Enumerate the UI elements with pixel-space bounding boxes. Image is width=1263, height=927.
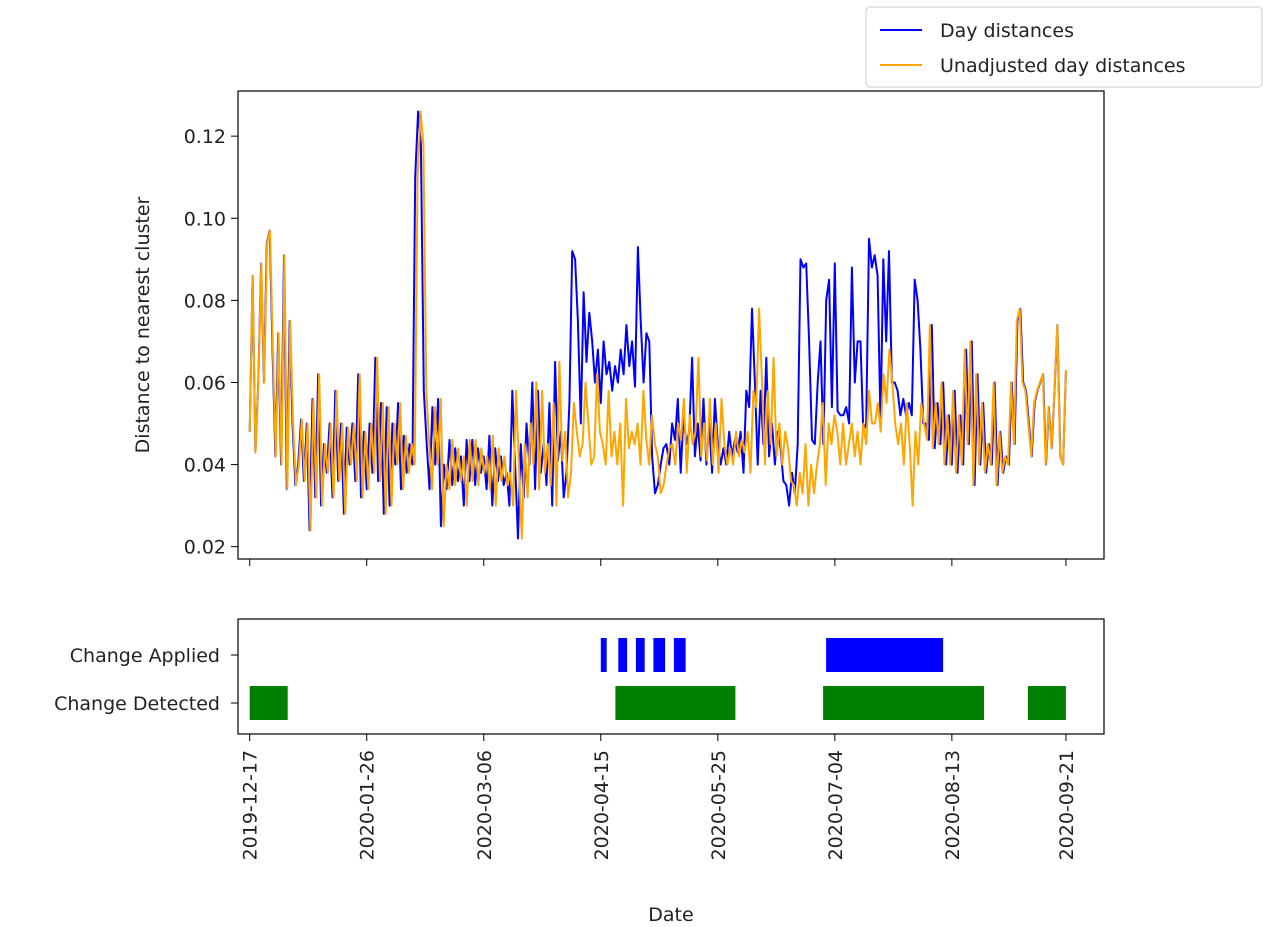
x-tick-label: 2020-07-04 — [825, 750, 847, 860]
change-detected-bar — [615, 686, 736, 720]
x-tick-label: 2020-01-26 — [357, 750, 379, 860]
line-chart-panel: 0.02 0.04 0.06 0.08 0.10 0.12 Distance to nea… — [132, 90, 1105, 566]
y-tick-label: 0.02 — [184, 537, 226, 559]
y-axis-ticks: 0.02 0.04 0.06 0.08 0.10 0.12 — [184, 126, 238, 559]
x-axis-ticks: 2019-12-17 2020-01-26 2020-03-06 2020-04-15… — [240, 734, 1078, 860]
change-applied-bar — [673, 638, 686, 672]
legend: Day distances Unadjusted day distances — [865, 6, 1263, 88]
change-bars — [249, 638, 1066, 720]
change-applied-bar — [635, 638, 645, 672]
change-detected-bar — [249, 686, 288, 720]
y-tick-label: 0.06 — [184, 372, 226, 394]
change-timeline-panel: Change Applied Change Detected 2019-12-1… — [54, 618, 1105, 926]
x-axis-label: Date — [648, 904, 693, 926]
change-applied-bar — [653, 638, 666, 672]
change-applied-bar — [826, 638, 944, 672]
y-tick-label: 0.08 — [184, 290, 226, 312]
change-applied-bar — [618, 638, 628, 672]
change-detected-bar — [1027, 686, 1066, 720]
series-line-day-distances — [248, 110, 1067, 540]
x-tick-label: 2020-03-06 — [474, 750, 496, 860]
x-tick-label: 2020-04-15 — [591, 750, 613, 860]
x-tick-label: 2020-05-25 — [708, 750, 730, 860]
legend-label-day-distances: Day distances — [940, 20, 1074, 42]
y-tick-label: 0.10 — [184, 208, 226, 230]
category-label-change-detected: Change Detected — [54, 693, 220, 715]
change-applied-bar — [600, 638, 607, 672]
category-label-change-applied: Change Applied — [70, 645, 220, 667]
top-x-ticks — [249, 559, 1067, 566]
legend-box — [865, 6, 1263, 88]
x-tick-label: 2019-12-17 — [240, 750, 262, 860]
line-plot-area — [248, 110, 1067, 540]
y-tick-label: 0.04 — [184, 455, 226, 477]
legend-label-unadjusted: Unadjusted day distances — [940, 55, 1186, 77]
line-chart-frame — [237, 90, 1105, 560]
timeline-frame — [237, 618, 1105, 735]
x-tick-label: 2020-09-21 — [1056, 750, 1078, 860]
series-line-unadjusted-day-distances — [248, 110, 1067, 540]
y-tick-label: 0.12 — [184, 126, 226, 148]
x-tick-label: 2020-08-13 — [942, 750, 964, 860]
y-axis-label: Distance to nearest cluster — [132, 196, 154, 453]
change-detected-bar — [823, 686, 984, 720]
